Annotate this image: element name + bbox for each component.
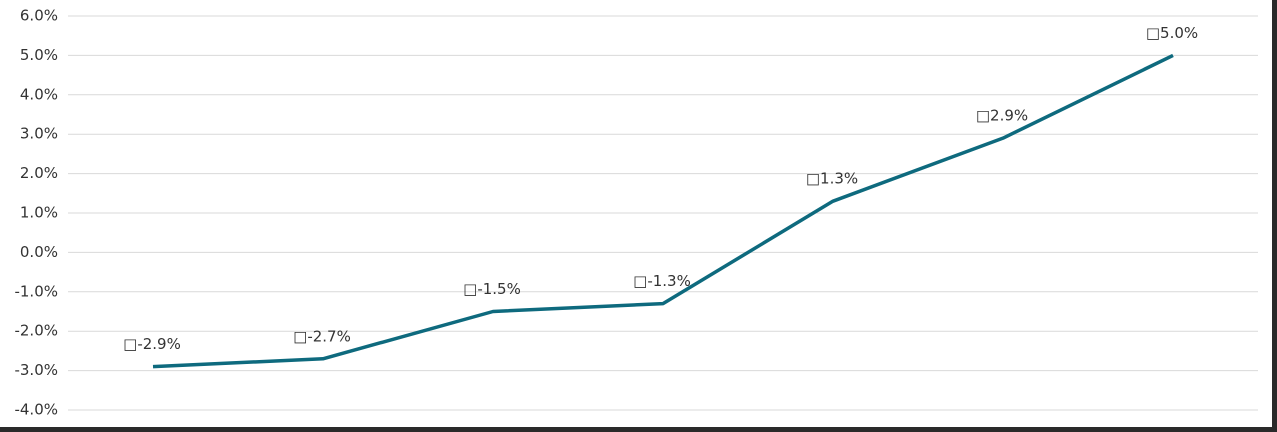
y-tick-label: -4.0%: [14, 401, 58, 419]
y-tick-label: 6.0%: [20, 7, 58, 25]
data-label: □5.0%: [1146, 24, 1198, 42]
y-tick-label: 0.0%: [20, 243, 58, 261]
y-tick-label: -1.0%: [14, 282, 58, 300]
y-tick-label: -3.0%: [14, 361, 58, 379]
frame-edge: [1272, 0, 1277, 432]
data-line: [152, 53, 1174, 369]
y-tick-label: -2.0%: [14, 322, 58, 340]
data-label: □-1.3%: [633, 272, 691, 290]
data-label: □-2.7%: [293, 327, 351, 345]
data-label: □-1.5%: [463, 280, 521, 298]
data-label: □1.3%: [806, 170, 858, 188]
data-label: □2.9%: [976, 107, 1028, 125]
frame-edge: [0, 427, 1277, 432]
y-tick-label: 1.0%: [20, 204, 58, 222]
data-label: □-2.9%: [123, 335, 181, 353]
y-tick-label: 2.0%: [20, 164, 58, 182]
y-tick-label: 3.0%: [20, 125, 58, 143]
y-tick-label: 5.0%: [20, 46, 58, 64]
y-tick-label: 4.0%: [20, 85, 58, 103]
